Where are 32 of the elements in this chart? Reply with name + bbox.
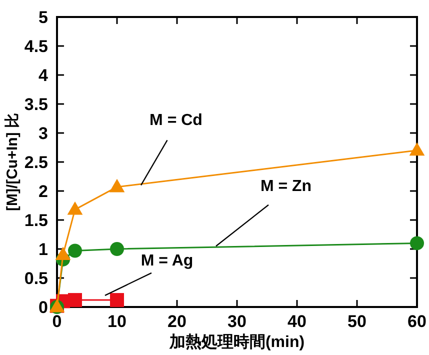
y-tick-label: 3 <box>38 124 48 143</box>
x-tick-label: 10 <box>108 312 126 331</box>
x-tick-label: 50 <box>348 312 366 331</box>
x-tick-label: 0 <box>52 312 62 331</box>
point <box>109 178 125 192</box>
y-tick-label: 4 <box>38 66 49 85</box>
y-tick-label: 1.5 <box>24 211 48 230</box>
y-tick-label: 1 <box>38 240 48 259</box>
y-tick-label: 2.5 <box>24 153 48 172</box>
point <box>410 236 424 250</box>
y-tick-label: 0.5 <box>24 269 48 288</box>
annotation: M = Zn <box>260 178 312 196</box>
annotation: M = Ag <box>140 252 194 270</box>
y-tick-label: 3.5 <box>24 95 48 114</box>
y-tick-label: 5 <box>38 8 48 27</box>
point <box>67 202 83 215</box>
point <box>68 244 82 258</box>
y-axis-title: [M]/[Cu+In] 比 <box>4 113 21 211</box>
point <box>110 242 124 256</box>
point <box>55 246 71 260</box>
y-tick-label: 0 <box>38 298 48 317</box>
point <box>68 293 82 308</box>
x-tick-label: 60 <box>408 312 426 331</box>
y-tick-label: 2 <box>38 182 48 201</box>
y-tick-label: 4.5 <box>24 37 48 56</box>
point <box>409 142 425 156</box>
point <box>110 293 124 308</box>
x-tick-label: 30 <box>228 312 246 331</box>
x-axis-title: 加熱処理時間(min) <box>168 333 305 351</box>
annotation: M = Cd <box>150 112 202 130</box>
x-tick-label: 40 <box>288 312 306 331</box>
x-tick-label: 20 <box>168 312 186 331</box>
